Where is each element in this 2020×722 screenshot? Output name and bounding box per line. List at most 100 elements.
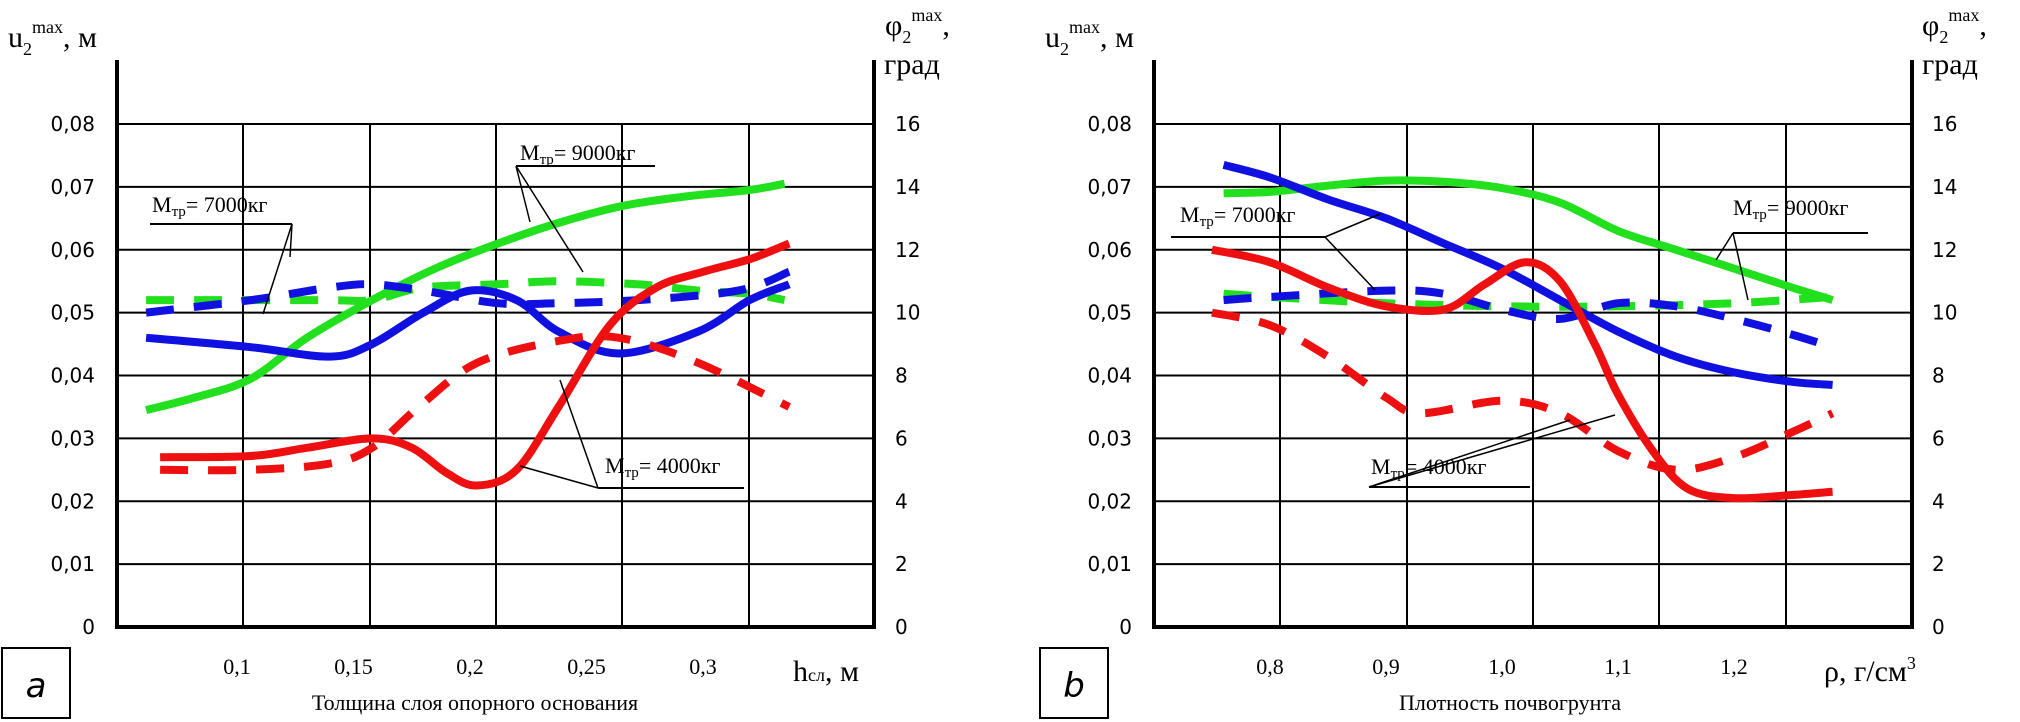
annotation-label: Mтр= 7000кг [1180,202,1295,230]
series-line-u2max-mтр-4000кг [1211,245,1833,503]
y-right-tick-label: 2 [1932,552,1945,576]
panel-label-box [1,647,71,719]
series-line-u2max-mтр-7000кг [145,280,791,361]
y-right-tick-label: 10 [1932,301,1957,325]
y-left-tick-label: 0,01 [50,552,95,576]
y-right-tick-label: 6 [895,426,908,450]
y-right-tick-label: 16 [1932,112,1957,136]
y-left-tick-label: 0 [1119,615,1132,639]
y-right-tick-label: 8 [1932,364,1945,388]
axes [115,60,876,629]
y-right-tick-label: 4 [895,489,908,513]
y-right-tick-label: 14 [895,175,920,199]
panel-label-box [1039,647,1109,719]
y-right-tick-label: 10 [895,301,920,325]
y-right-tick-label: 4 [1932,489,1945,513]
annotation-leader-line [1368,419,1571,488]
panel-label: b [1063,666,1085,706]
x-tick-label: 0,8 [1256,654,1284,679]
y-right-axis-unit: град [884,48,940,81]
y-left-tick-label: 0,08 [50,112,95,136]
y-left-tick-label: 0,05 [50,301,95,325]
annotation-label: Mтр= 7000кг [152,192,267,220]
y-left-tick-label: 0,06 [1087,238,1132,262]
series-line--2max-mтр-9000кг [146,277,786,305]
annotation-leader-line [1368,414,1616,488]
y-right-tick-label: 6 [1932,426,1945,450]
y-right-tick-label: 12 [895,238,920,262]
y-left-tick-label: 0 [82,615,95,639]
x-tick-label: 0,9 [1372,654,1400,679]
chart-panel-a: 0 0 0,01 2 0,02 4 0,03 6 0,04 8 0,05 10 0,06 12 0,07 14… [1,5,950,719]
x-axis-title: Плотность почвогрунта [1399,690,1621,715]
annotation-leader-line [1732,232,1749,301]
annotations: Mтр= 7000кг Mтр= 9000кг Mтр= 4000кг [1171,195,1868,488]
y-left-tick-label: 0,02 [50,489,95,513]
x-tick-label: 1,1 [1604,654,1632,679]
panel-label: a [26,666,47,706]
y-left-tick-label: 0,03 [50,426,95,450]
axes [1152,60,1914,629]
annotation-label: Mтр= 9000кг [1733,195,1848,223]
x-tick-label: 1,0 [1488,654,1516,679]
series-line-u2max-mтр-7000кг [1222,161,1833,389]
y-right-tick-label: 8 [895,364,908,388]
tick-labels: 0 0 0,01 2 0,02 4 0,03 6 0,04 8 0,05 10 0,06 12 0,07 14… [1087,112,1957,679]
annotation-leader-line [1324,236,1376,291]
x-axis-title: Толщина слоя опорного основания [312,690,638,715]
y-left-tick-label: 0,02 [1087,489,1132,513]
annotation-leader-line [515,165,531,223]
x-tick-label: 0,3 [689,654,717,679]
annotation-label: Mтр= 9000кг [520,140,635,168]
y-left-tick-label: 0,05 [1087,301,1132,325]
annotation-leader-line [1324,213,1381,238]
series-layer [145,179,791,490]
x-tick-label: 0,1 [223,654,251,679]
y-left-tick-label: 0,07 [1087,175,1132,199]
y-right-tick-label: 14 [1932,175,1957,199]
chart-panel-b: 0 0 0,01 2 0,02 4 0,03 6 0,04 8 0,05 10 0,06 12 0,07 14… [1039,5,1987,719]
y-left-tick-label: 0,06 [50,238,95,262]
y-right-tick-label: 12 [1932,238,1957,262]
y-right-axis-title: φ2max, [1922,5,1987,47]
series-line--2max-mтр-4000кг [160,332,791,475]
y-left-tick-label: 0,01 [1087,552,1132,576]
annotation-label: Mтр= 4000кг [605,453,720,481]
y-left-tick-label: 0,04 [1087,364,1132,388]
y-left-tick-label: 0,04 [50,364,95,388]
annotation-leader-line [289,223,293,258]
x-tick-label: 0,25 [567,654,606,679]
series-line-u2max-mтр-9000кг [1223,176,1834,304]
y-right-axis-title: φ2max, [885,5,950,47]
annotation-leader-line [559,379,599,489]
y-left-tick-label: 0,07 [50,175,95,199]
y-left-axis-title: u2max, м [8,17,97,59]
annotation-leader-line [515,165,584,273]
series-line--2max-mтр-4000кг [1211,308,1835,474]
annotation-leader-line [519,465,599,489]
tick-labels: 0 0 0,01 2 0,02 4 0,03 6 0,04 8 0,05 10 0,06 12 0,07 14… [50,112,920,679]
x-axis-unit-label: hсл, м [793,655,859,688]
annotation-label: Mтр= 4000кг [1371,454,1486,482]
series-layer [1211,161,1835,503]
x-tick-label: 0,15 [334,654,373,679]
x-tick-label: 1,2 [1720,654,1748,679]
y-right-tick-label: 16 [895,112,920,136]
annotation-leader-line [262,223,293,315]
series-line--2max-mтр-7000кг [1223,286,1834,352]
series-line-u2max-mтр-9000кг [145,179,786,414]
annotations: Mтр= 7000кг Mтр= 9000кг Mтр= 4000кг [150,140,744,489]
y-left-tick-label: 0,03 [1087,426,1132,450]
y-left-axis-title: u2max, м [1045,17,1134,59]
series-line-u2max-mтр-4000кг [160,239,791,490]
annotation-leader-line [1715,232,1734,261]
y-left-tick-label: 0,08 [1087,112,1132,136]
x-tick-label: 0,2 [456,654,484,679]
x-axis-unit-label: ρ, г/см3 [1824,653,1916,688]
series-line--2max-mтр-7000кг [145,268,791,317]
y-right-tick-label: 2 [895,552,908,576]
y-right-tick-label: 0 [895,615,908,639]
y-right-axis-unit: град [1922,48,1978,81]
y-right-tick-label: 0 [1932,615,1945,639]
